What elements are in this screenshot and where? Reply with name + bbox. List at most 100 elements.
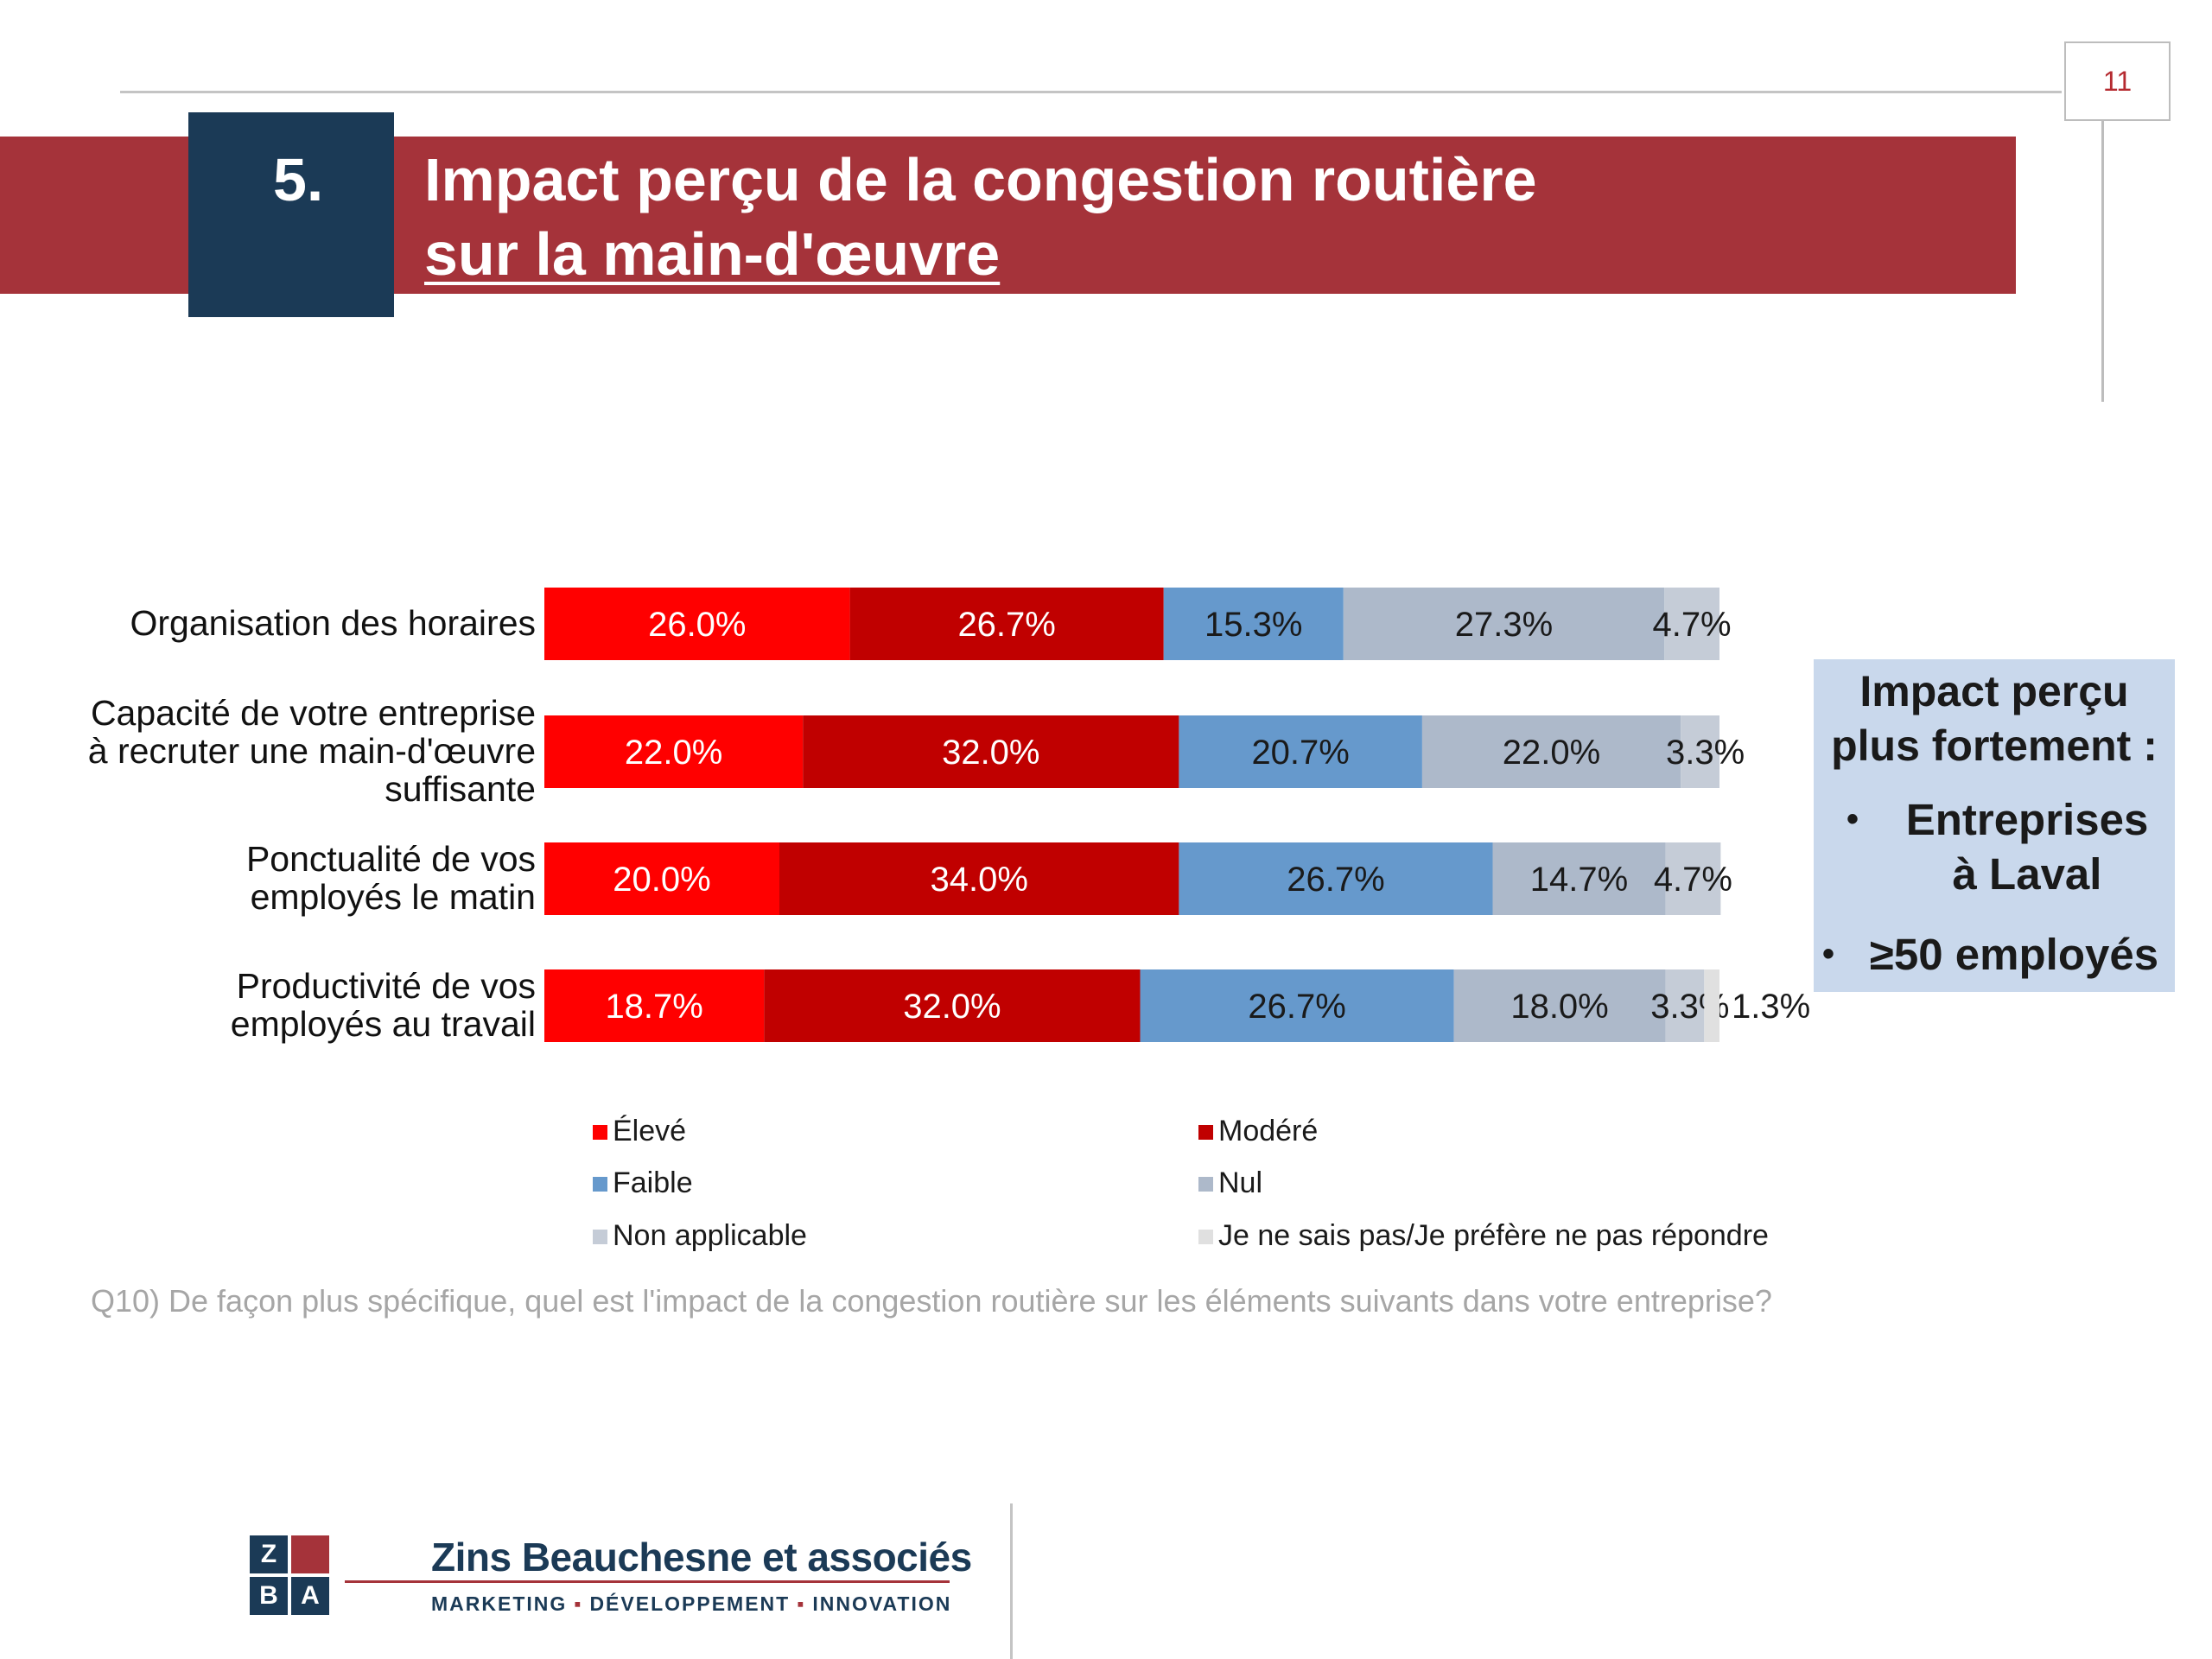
data-label: 14.7% [1530,861,1628,899]
data-label: 3.3% [1666,734,1745,772]
legend-label-eleve: Élevé [613,1115,687,1147]
bar-segment [544,842,779,915]
header-rule [120,91,2062,93]
logo-company-name: Zins Beauchesne et associés [431,1535,972,1580]
category-label: suffisante [385,769,536,809]
category-label: Ponctualité de vos [246,839,536,879]
legend-label-nul: Nul [1218,1166,1263,1199]
data-label: 18.0% [1510,988,1608,1026]
data-label: 27.3% [1455,606,1553,644]
category-label: Capacité de votre entreprise [91,693,536,733]
bar-segment [1492,842,1666,915]
title-line-1: Impact perçu de la congestion routière [424,146,1537,213]
legend-item-eleve: Élevé [593,1114,686,1148]
logo-tag-separator: ▪ [797,1592,806,1615]
survey-question: Q10) De façon plus spécifique, quel est … [91,1283,1772,1319]
data-label: 18.7% [605,988,702,1026]
logo-tag-separator: ▪ [574,1592,583,1615]
legend-swatch-ne-sais-pas [1198,1230,1213,1244]
data-label: 22.0% [1503,734,1600,772]
bar-segment [1453,969,1666,1042]
data-label: 1.3% [1732,988,1810,1026]
data-label: 20.0% [613,861,710,899]
legend-swatch-faible [593,1177,607,1192]
callout-box: Impact perçu plus fortement : • Entrepri… [1814,659,2175,992]
legend-label-faible: Faible [613,1166,693,1199]
legend-item-modere: Modéré [1198,1114,1318,1148]
footer-divider [1010,1503,1013,1659]
bar-segment [1140,969,1454,1042]
logo-letter-z: Z [250,1535,288,1573]
page-title: Impact perçu de la congestion routière s… [424,143,1537,291]
data-label: 4.7% [1654,861,1732,899]
legend-label-modere: Modéré [1218,1115,1319,1147]
bar-segment [544,588,850,660]
category-label: employés le matin [251,877,536,917]
legend-label-ne-sais-pas: Je ne sais pas/Je préfère ne pas répondr… [1218,1219,1769,1252]
stacked-bar-chart: Organisation des horaires 26.0% 26.7% 15.3%… [88,588,1810,1044]
bar-segment [1421,715,1681,788]
category-label: Organisation des horaires [130,603,536,643]
logo-tag-innovation: INNOVATION [812,1592,952,1615]
data-label: 26.7% [1287,861,1384,899]
bar-segment [803,715,1179,788]
page-number: 11 [2064,41,2171,121]
callout-title: Impact perçu plus fortement : [1814,664,2175,773]
callout-title-line-1: Impact perçu [1859,667,2129,715]
callout-item-employes-text: ≥50 employés [1869,930,2159,979]
legend-swatch-eleve [593,1125,607,1140]
bar-segment [779,842,1179,915]
logo-letter-b: B [250,1577,288,1615]
bar-segment [1665,969,1705,1042]
bar-segment [1704,969,1719,1042]
callout-item-laval-line-1: Entreprises [1905,795,2149,844]
data-label: 4.7% [1652,606,1731,644]
bullet-icon: • [1822,935,1835,973]
data-label: 32.0% [903,988,1001,1026]
legend-item-ne-sais-pas: Je ne sais pas/Je préfère ne pas répondr… [1198,1218,1769,1253]
data-label: 26.0% [648,606,746,644]
bar-segment [1343,588,1665,660]
data-label: 34.0% [930,861,1027,899]
data-label: 20.7% [1251,734,1349,772]
bar-segment [1163,588,1344,660]
bar-segment [1664,588,1719,660]
category-label: Productivité de vos [237,966,536,1006]
callout-item-laval: • Entreprises à Laval [1814,792,2175,901]
bar-segment [544,715,804,788]
data-label: 26.7% [1248,988,1345,1026]
callout-item-laval-line-2: à Laval [1952,849,2102,899]
category-label: à recruter une main-d'œuvre [88,731,536,771]
bar-segment [1179,842,1493,915]
logo-letter-a: A [291,1577,329,1615]
category-label: employés au travail [231,1004,536,1044]
logo-square-red-top [291,1535,329,1573]
legend-swatch-modere [1198,1125,1213,1140]
bar-segment [544,969,765,1042]
bar-segment [1179,715,1422,788]
data-label: 26.7% [957,606,1055,644]
logo-rule [345,1580,950,1583]
legend-item-nul: Nul [1198,1166,1262,1200]
legend-item-non-applicable: Non applicable [593,1218,807,1253]
legend-item-faible: Faible [593,1166,693,1200]
callout-list: • Entreprises à Laval • ≥50 employés [1814,792,2175,982]
legend-swatch-non-applicable [593,1230,607,1244]
legend-label-non-applicable: Non applicable [613,1219,807,1252]
bar-segment [849,588,1164,660]
logo-tag-marketing: MARKETING [431,1592,568,1615]
section-number: 5. [188,112,394,317]
data-label: 15.3% [1205,606,1302,644]
bar-segment [1681,715,1719,788]
callout-item-employes: • ≥50 employés [1814,927,2175,982]
logo-tag-developpement: DÉVELOPPEMENT [589,1592,791,1615]
bullet-icon: • [1847,800,1859,838]
legend-swatch-nul [1198,1177,1213,1192]
page-number-connector [2101,121,2104,402]
data-label: 22.0% [625,734,722,772]
bar-segment [1665,842,1721,915]
bar-segment [764,969,1141,1042]
data-label: 32.0% [942,734,1039,772]
title-line-2: sur la main-d'œuvre [424,220,1001,288]
callout-title-line-2: plus fortement : [1831,721,2158,770]
